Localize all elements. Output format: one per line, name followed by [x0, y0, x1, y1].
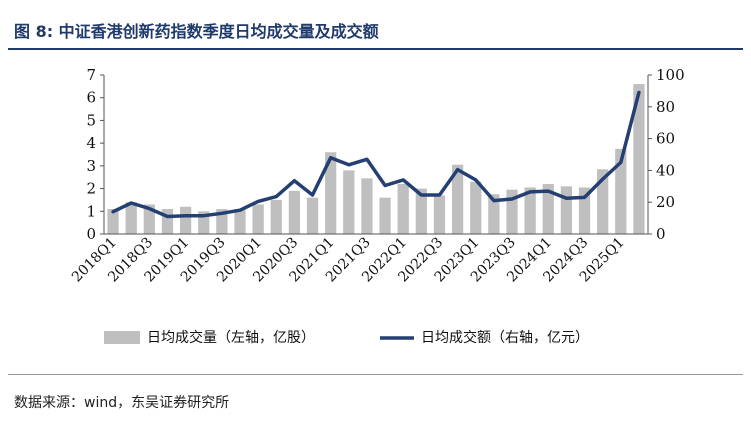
bar-2018Q4: [161, 209, 174, 234]
bar-2018Q3: [143, 204, 155, 234]
bar-2022Q1: [397, 184, 409, 234]
bar-2022Q2: [415, 188, 427, 234]
right-tick-label: 60: [656, 130, 675, 148]
bar-2024Q3: [578, 187, 591, 234]
bar-2019Q2: [198, 211, 210, 234]
footer-divider: [8, 374, 743, 375]
bar-2019Q3: [216, 209, 228, 234]
bar-2022Q4: [451, 164, 464, 234]
bar-2018Q2: [125, 202, 137, 234]
bar-2023Q2: [488, 194, 500, 234]
legend-label-amount: 日均成交额（右轴，亿元）: [421, 329, 589, 346]
right-tick-label: 0: [656, 225, 666, 243]
bar-2022Q3: [433, 195, 446, 234]
left-tick-label: 6: [86, 89, 96, 107]
bar-2020Q3: [288, 190, 301, 234]
source-note: 数据来源：wind，东吴证券研究所: [14, 395, 230, 411]
left-tick-label: 5: [86, 111, 96, 129]
bar-2023Q1: [470, 181, 482, 234]
bar-2025Q2: [633, 84, 645, 234]
bar-2020Q1: [252, 204, 264, 234]
right-tick-label: 80: [656, 98, 675, 116]
left-tick-label: 0: [86, 225, 96, 243]
bar-2023Q3: [506, 189, 518, 234]
right-tick-label: 20: [656, 193, 675, 211]
left-tick-label: 3: [86, 157, 96, 175]
line-series-amount: [111, 90, 641, 219]
legend: 日均成交量（左轴，亿股） 日均成交额（右轴，亿元）: [104, 329, 589, 346]
figure-title: 图 8: 中证香港创新药指数季度日均成交量及成交额: [14, 22, 379, 41]
legend-label-volume: 日均成交量（左轴，亿股）: [147, 329, 315, 346]
left-tick-label: 7: [86, 66, 96, 84]
bar-2020Q2: [270, 199, 282, 234]
chart: 012345670204060801002018Q12018Q32019Q120…: [69, 66, 685, 346]
bar-2025Q1: [615, 148, 627, 234]
bar-2021Q1: [325, 152, 337, 234]
bar-2021Q2: [343, 170, 355, 234]
bar-2018Q1: [107, 209, 119, 234]
bar-2024Q4: [597, 169, 609, 234]
bar-2019Q4: [234, 209, 246, 234]
right-tick-label: 40: [656, 161, 675, 179]
left-tick-label: 2: [86, 180, 96, 198]
right-tick-label: 100: [656, 66, 685, 84]
bar-2023Q4: [524, 187, 536, 234]
bar-2024Q2: [560, 186, 573, 234]
plot-area: 012345670204060801002018Q12018Q32019Q120…: [69, 66, 685, 285]
bar-2024Q1: [542, 184, 554, 234]
bar-2020Q4: [306, 197, 319, 234]
bar-2021Q3: [361, 178, 373, 234]
title-divider: [8, 48, 743, 50]
bar-2021Q4: [379, 197, 391, 234]
bar-2019Q1: [179, 206, 192, 234]
left-tick-label: 1: [86, 202, 96, 220]
left-tick-label: 4: [86, 134, 96, 152]
legend-swatch-volume: [104, 331, 140, 344]
